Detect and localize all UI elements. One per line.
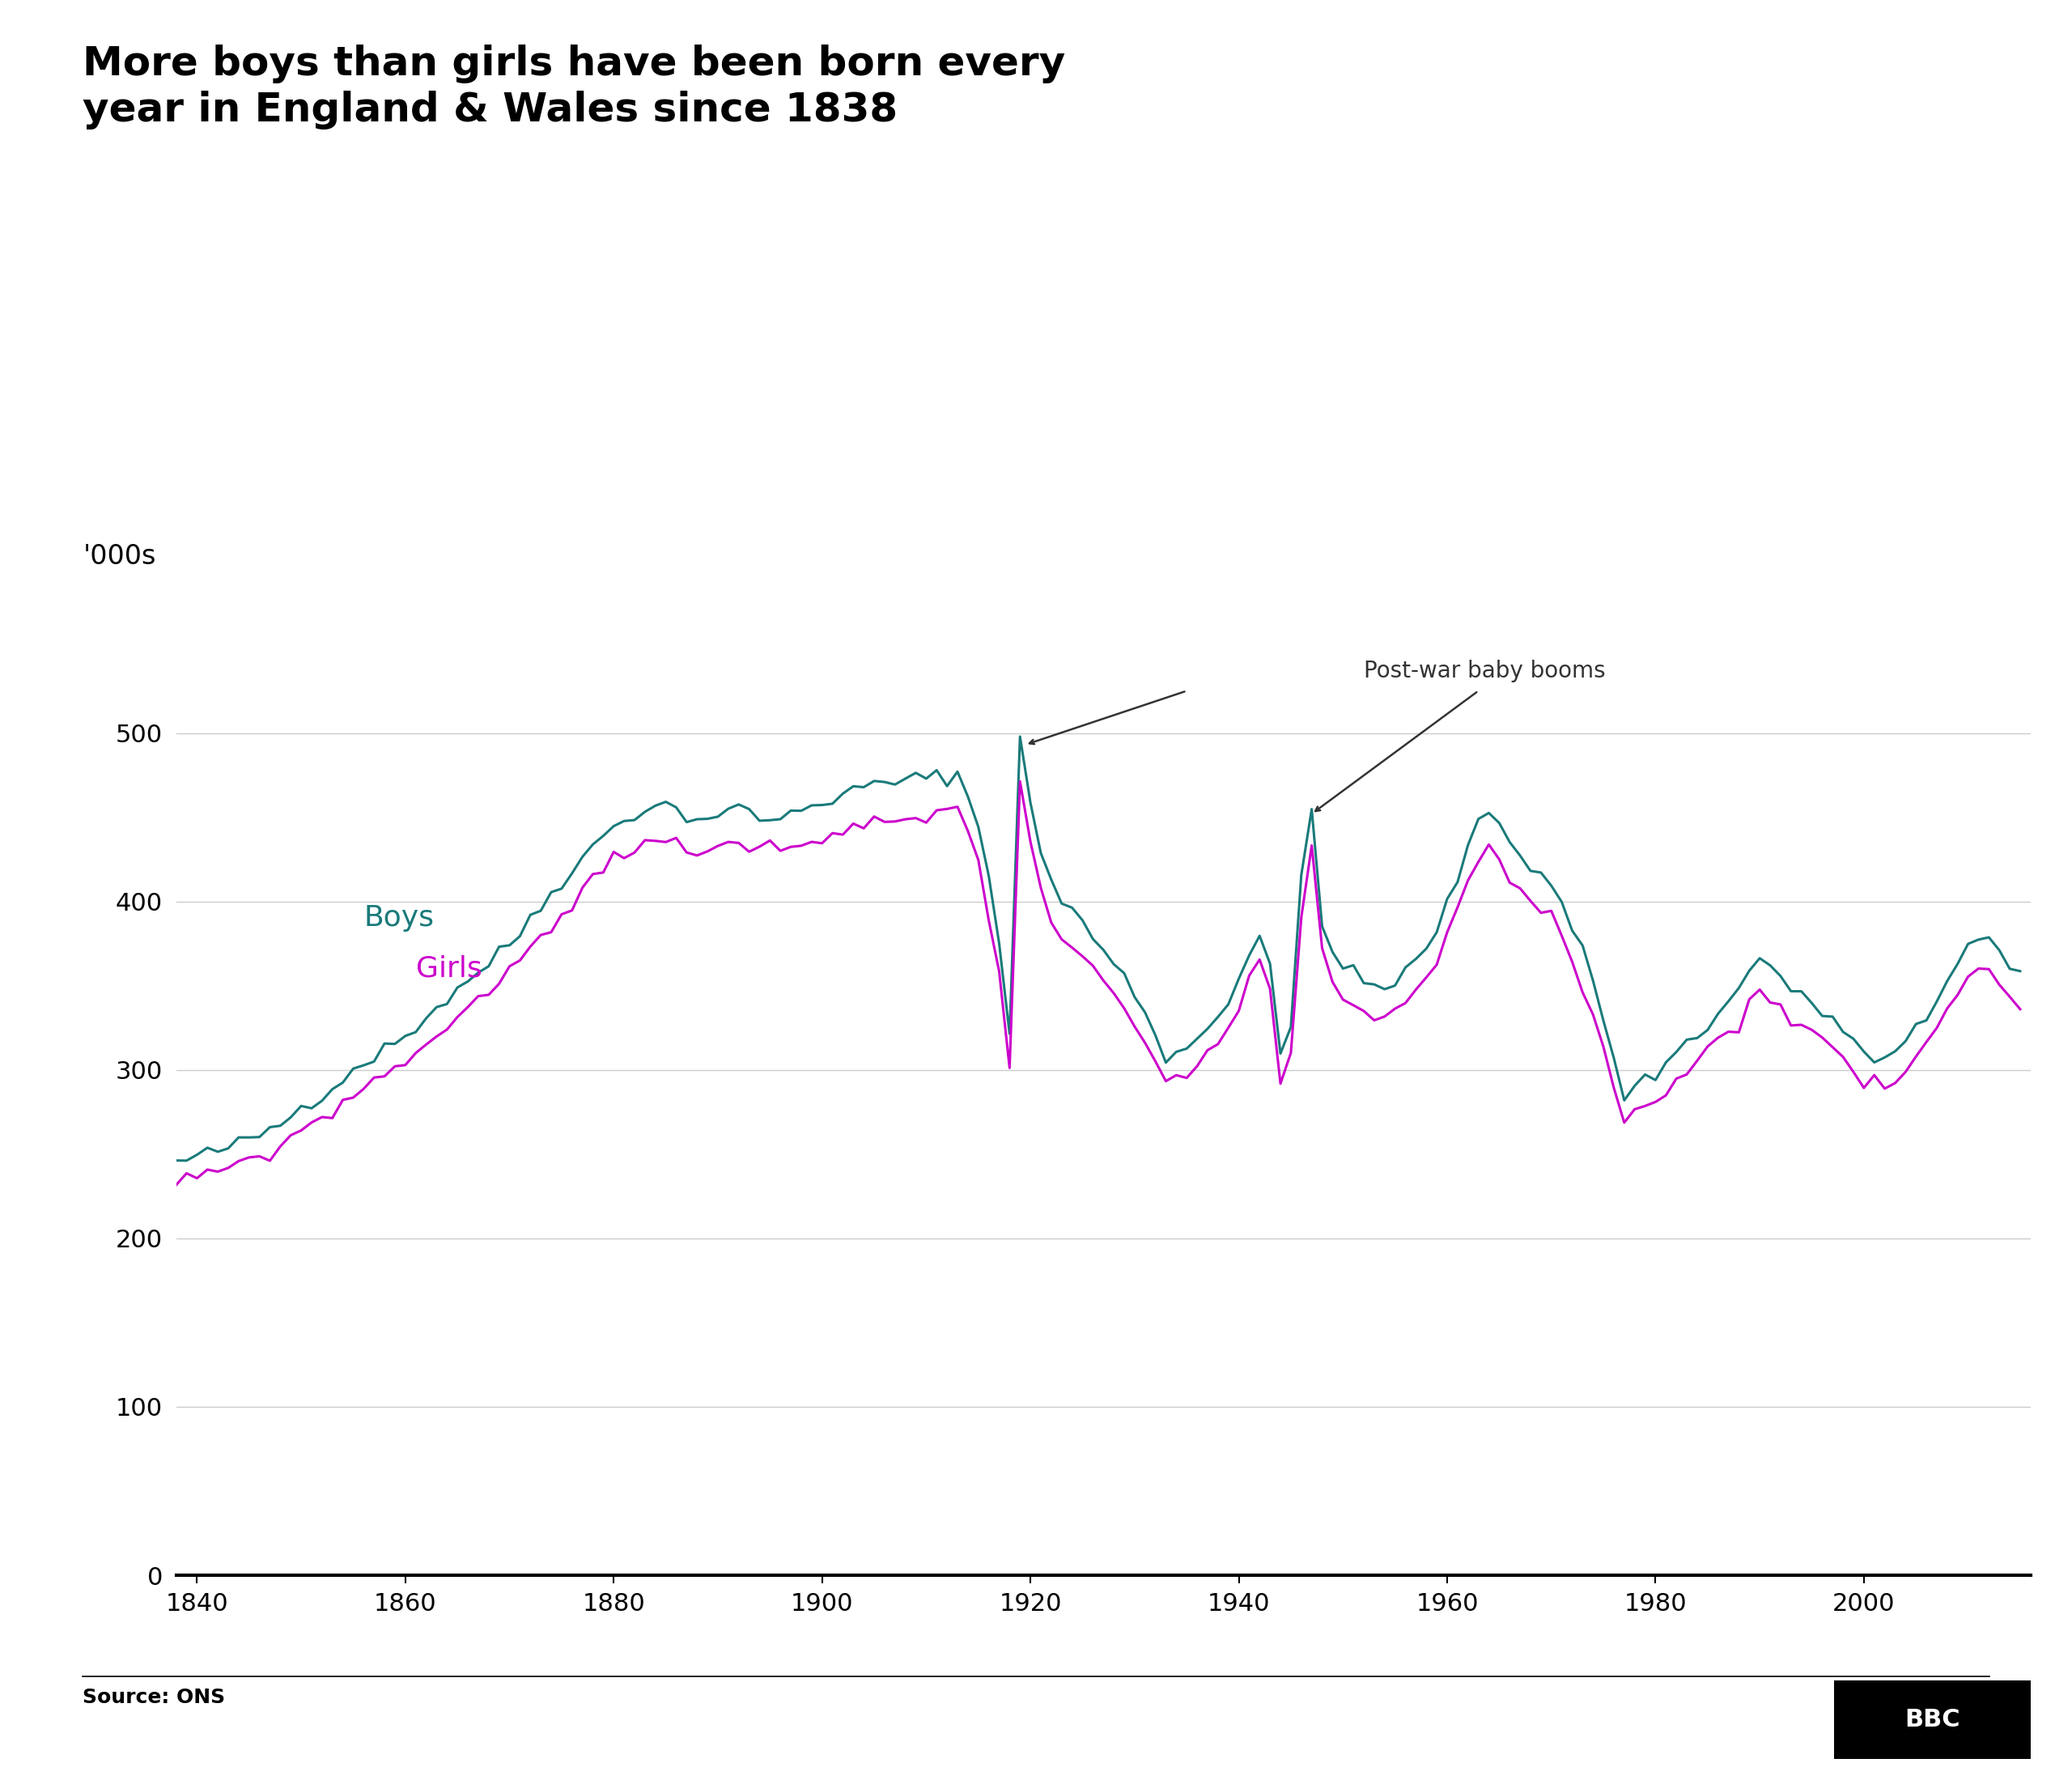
Text: Post-war baby booms: Post-war baby booms [1363, 660, 1606, 682]
Text: BBC: BBC [1904, 1707, 1960, 1732]
Text: Girls: Girls [416, 956, 483, 983]
Text: '000s: '000s [83, 543, 155, 570]
Text: Boys: Boys [365, 904, 433, 933]
Text: Source: ONS: Source: ONS [83, 1687, 226, 1707]
Text: More boys than girls have been born every
year in England & Wales since 1838: More boys than girls have been born ever… [83, 44, 1065, 130]
